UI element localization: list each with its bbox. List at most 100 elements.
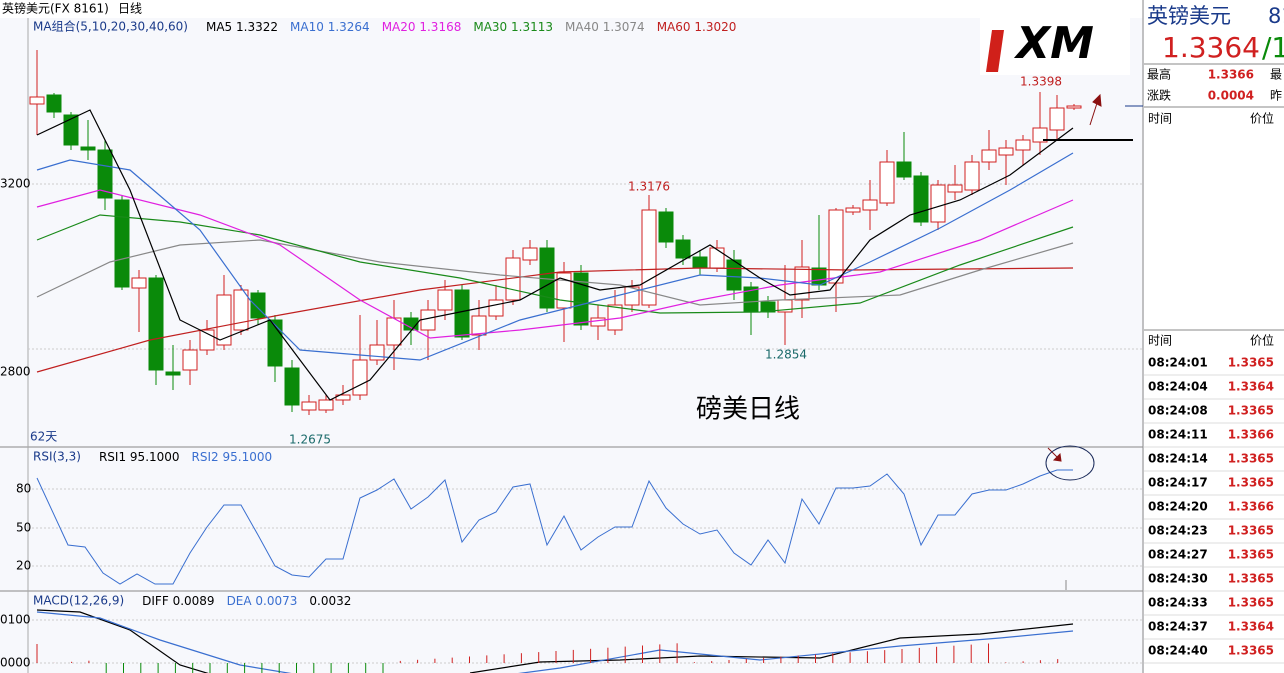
indicator-value: DIFF 0.0089 [142, 594, 214, 608]
quote-suffix: /1 [1262, 31, 1284, 64]
quote-label: 涨跌 [1147, 88, 1171, 103]
candle-body [1015, 139, 1031, 151]
quote-name: 英镑美元 [1147, 4, 1231, 28]
indicator-number: 1.3322 [236, 20, 278, 34]
annotation: 1.2854 [765, 348, 807, 362]
quote-panel [1144, 0, 1284, 673]
candle-body [573, 272, 589, 326]
tick-time: 08:24:20 [1148, 500, 1208, 514]
indicator-value: DEA 0.0073 [227, 594, 298, 608]
logo-box [980, 17, 1130, 75]
candle-body [845, 207, 861, 213]
candle-body [233, 289, 249, 331]
candle-body [301, 401, 317, 411]
candle-body [369, 344, 385, 361]
rsi-line [36, 469, 1073, 585]
arrow [1089, 93, 1102, 126]
tick-price: 1.3365 [1228, 572, 1274, 586]
indicator-value: RSI2 95.1000 [192, 450, 273, 464]
table-header: 价位 [1250, 111, 1274, 126]
candle-body [658, 211, 674, 243]
tick-time: 08:24:01 [1148, 356, 1208, 370]
indicator-number: 1.3113 [511, 20, 553, 34]
candle-body [964, 161, 980, 191]
title: 英镑美元(FX 8161) [2, 1, 109, 16]
annotation: 1.3176 [628, 180, 670, 194]
indicator-number: 95.1000 [130, 450, 180, 464]
candle-body [675, 239, 691, 259]
indicator-number: 1.3074 [603, 20, 645, 34]
candle-body [284, 367, 300, 406]
tick-price: 1.3365 [1228, 596, 1274, 610]
tick-price: 1.3366 [1228, 500, 1274, 514]
tick-time: 08:24:30 [1148, 572, 1208, 586]
candle-body [879, 161, 895, 204]
indicator-number: 0.0032 [309, 594, 351, 608]
candle-body [352, 359, 368, 396]
rsi-tick: 80 [16, 482, 31, 496]
macd-tick: 0100 [0, 613, 31, 627]
candle-body [692, 256, 708, 269]
tick-time: 08:24:17 [1148, 476, 1208, 490]
candle-body [46, 94, 62, 113]
indicator-name: RSI1 [99, 450, 126, 464]
indicator-value: RSI1 95.1000 [99, 450, 180, 464]
indicator-name: DIFF [142, 594, 169, 608]
indicator-name: MA30 [473, 20, 507, 34]
logo: XM [1013, 18, 1094, 69]
indicator-label[interactable]: RSI(3,3) [33, 450, 81, 464]
ma-lines [36, 109, 1074, 401]
tick-time: 08:24:11 [1148, 428, 1208, 442]
candle-body [386, 317, 402, 346]
candle-body [216, 294, 232, 346]
tick-price: 1.3365 [1228, 644, 1274, 658]
macd-lines [36, 609, 1074, 673]
price-tick: 2800 [0, 365, 31, 379]
candle-body [556, 272, 572, 309]
candle-body [1032, 127, 1048, 143]
indicator-value: MA40 1.3074 [565, 20, 645, 34]
price-tick: 3200 [0, 177, 31, 191]
candle-body [437, 289, 453, 311]
candle-body [811, 267, 827, 286]
candle-body [1049, 107, 1065, 131]
annotation: 62天 [30, 430, 57, 444]
candle-body [896, 161, 912, 178]
candle-body [114, 199, 130, 288]
indicator-value: MA20 1.3168 [382, 20, 462, 34]
indicator-number: 1.3264 [328, 20, 370, 34]
period[interactable]: 日线 [118, 2, 142, 16]
table-header: 价位 [1250, 333, 1274, 348]
indicator-number: 0.0073 [255, 594, 297, 608]
candle-body [250, 292, 266, 319]
indicator-name: MA10 [290, 20, 324, 34]
logo-mark [986, 30, 1004, 72]
indicator-name: MA60 [657, 20, 691, 34]
candle-body [522, 247, 538, 261]
indicator-name: MA5 [206, 20, 232, 34]
tick-price: 1.3365 [1228, 356, 1274, 370]
candle-body [930, 184, 946, 223]
tick-price: 1.3365 [1228, 524, 1274, 538]
quote-price: 1.3364 [1162, 31, 1260, 64]
tick-time: 08:24:40 [1148, 644, 1208, 658]
annotation: 1.3398 [1020, 75, 1062, 89]
table-header: 时间 [1148, 334, 1172, 348]
indicator-name: MA40 [565, 20, 599, 34]
table-header: 时间 [1148, 112, 1172, 126]
tick-price: 1.3365 [1228, 404, 1274, 418]
indicator-label[interactable]: MA组合(5,10,20,30,40,60) [33, 19, 188, 34]
candle-body [981, 149, 997, 163]
quote-value: 0.0004 [1208, 89, 1254, 103]
tick-price: 1.3366 [1228, 428, 1274, 442]
circle-mark [1045, 445, 1095, 481]
candle-body [862, 199, 878, 211]
candle-body [318, 399, 334, 411]
candle-body [998, 147, 1014, 156]
candle-body [726, 259, 742, 291]
indicator-label[interactable]: MACD(12,26,9) [33, 594, 124, 608]
tick-time: 08:24:08 [1148, 404, 1208, 418]
candle-body [947, 184, 963, 193]
tick-price: 1.3364 [1228, 380, 1274, 394]
indicator-value: MA5 1.3322 [206, 20, 278, 34]
